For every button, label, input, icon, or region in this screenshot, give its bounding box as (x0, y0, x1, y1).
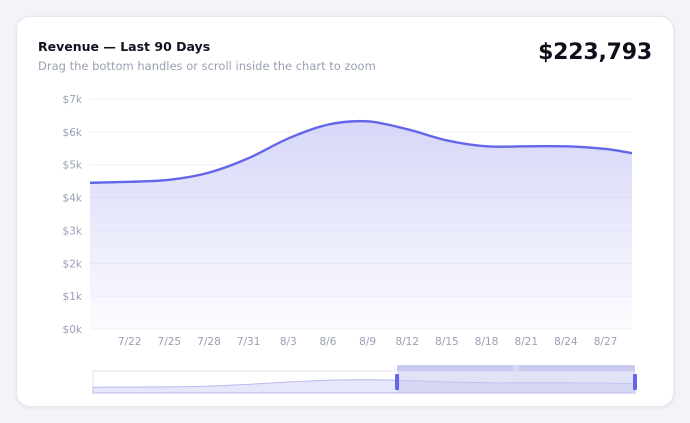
y-tick-label: $6k (63, 127, 83, 139)
x-tick-label: 8/15 (435, 336, 459, 348)
zoom-handle-right[interactable] (633, 374, 637, 390)
y-tick-label: $1k (63, 291, 83, 303)
zoom-selection-bar[interactable] (397, 365, 635, 371)
chart-title: Revenue — Last 90 Days (38, 39, 211, 54)
y-tick-label: $3k (63, 225, 83, 237)
y-tick-label: $2k (63, 258, 83, 270)
y-tick-label: $4k (63, 193, 83, 205)
x-tick-label: 8/24 (554, 336, 578, 348)
x-tick-label: 8/12 (395, 336, 419, 348)
zoom-handle-left[interactable] (395, 374, 400, 390)
chart-subtitle: Drag the bottom handles or scroll inside… (38, 59, 376, 73)
x-tick-label: 8/9 (359, 336, 376, 348)
zoom-selection[interactable] (397, 371, 635, 393)
x-tick-label: 8/18 (475, 336, 499, 348)
x-tick-label: 7/25 (158, 336, 182, 348)
y-tick-label: $7k (63, 94, 83, 106)
grip-icon[interactable]: ||| (513, 365, 519, 372)
x-tick-label: 8/21 (514, 336, 538, 348)
x-tick-label: 7/22 (118, 336, 142, 348)
y-tick-label: $5k (63, 160, 83, 172)
x-tick-label: 7/28 (197, 336, 221, 348)
x-tick-label: 8/27 (594, 336, 618, 348)
revenue-line (89, 119, 633, 184)
y-tick-label: $0k (63, 324, 83, 336)
revenue-area (90, 121, 632, 330)
x-tick-label: 7/31 (237, 336, 261, 348)
x-tick-label: 8/6 (319, 336, 336, 348)
revenue-total: $223,793 (538, 40, 652, 65)
x-tick-label: 8/3 (280, 336, 297, 348)
